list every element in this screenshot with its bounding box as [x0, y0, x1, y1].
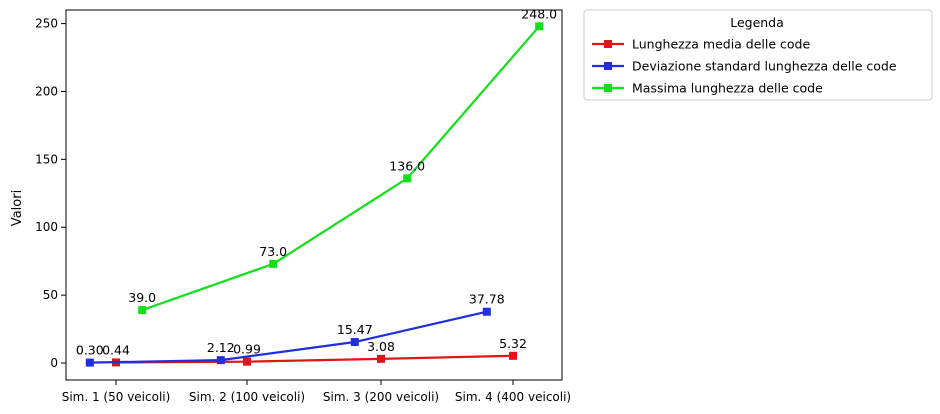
data-label: 0.44	[102, 342, 130, 357]
series-line	[115, 354, 514, 364]
data-point	[377, 354, 385, 363]
data-label: 3.08	[367, 339, 395, 354]
data-label: 0.30	[76, 343, 104, 358]
series-2: 0.30 2.12 15.47 37.78	[76, 292, 505, 367]
data-label: 73.0	[259, 244, 287, 259]
data-point	[403, 174, 412, 183]
legend-entry: Deviazione standard lunghezza delle code	[592, 59, 897, 74]
data-point	[482, 307, 491, 316]
legend-entry: Massima lunghezza delle code	[592, 81, 823, 96]
y-tick-label: 0	[50, 356, 58, 370]
legend-box	[583, 9, 933, 101]
data-point	[509, 351, 517, 360]
axis-ticks: 0 50 100 150 200 250 Sim. 1 (50 veicoli) Sim. 2…	[35, 17, 571, 404]
x-tick-label: Sim. 1 (50 veicoli)	[62, 390, 171, 404]
legend-entry: Lunghezza media delle code	[592, 37, 810, 52]
y-tick-label: 150	[35, 152, 58, 166]
data-point	[243, 357, 251, 366]
series-line	[141, 25, 541, 312]
data-point	[85, 358, 94, 367]
data-point	[138, 306, 147, 315]
x-tick-label: Sim. 4 (400 veicoli)	[455, 390, 571, 404]
y-tick-label: 250	[35, 17, 58, 31]
plot-frame	[65, 9, 563, 381]
plot-series: 0.44 0.99 3.08 5.32 0.30 2.12 15.47 37.78 39.0 73…	[76, 6, 557, 367]
data-point	[535, 22, 544, 31]
legend-label: Lunghezza media delle code	[632, 37, 810, 52]
x-tick-label: Sim. 2 (100 veicoli)	[189, 390, 305, 404]
x-tick-label: Sim. 3 (200 veicoli)	[323, 390, 439, 404]
data-label: 2.12	[207, 340, 235, 355]
data-label: 0.99	[233, 342, 261, 357]
legend-marker	[604, 84, 612, 92]
data-label: 37.78	[469, 292, 505, 307]
series-line	[89, 310, 488, 364]
legend-marker	[604, 62, 612, 70]
data-point	[216, 356, 225, 365]
data-point	[269, 259, 278, 268]
y-tick-label: 50	[43, 288, 58, 302]
data-point	[350, 338, 359, 347]
legend-title: Legenda	[730, 15, 784, 30]
data-label: 39.0	[128, 290, 156, 305]
y-tick-label: 100	[35, 220, 58, 234]
legend-label: Deviazione standard lunghezza delle code	[632, 59, 897, 74]
legend: Legenda Lunghezza media delle code Deviaz…	[583, 9, 933, 101]
data-label: 248.0	[521, 6, 557, 21]
data-label: 15.47	[337, 322, 373, 337]
data-label: 136.0	[389, 158, 425, 173]
series-3: 39.0 73.0 136.0 248.0	[128, 6, 557, 315]
y-axis-label: Valori	[10, 190, 25, 226]
y-tick-label: 200	[35, 84, 58, 98]
data-label: 5.32	[499, 336, 527, 351]
legend-marker	[604, 40, 612, 48]
legend-label: Massima lunghezza delle code	[632, 81, 823, 96]
